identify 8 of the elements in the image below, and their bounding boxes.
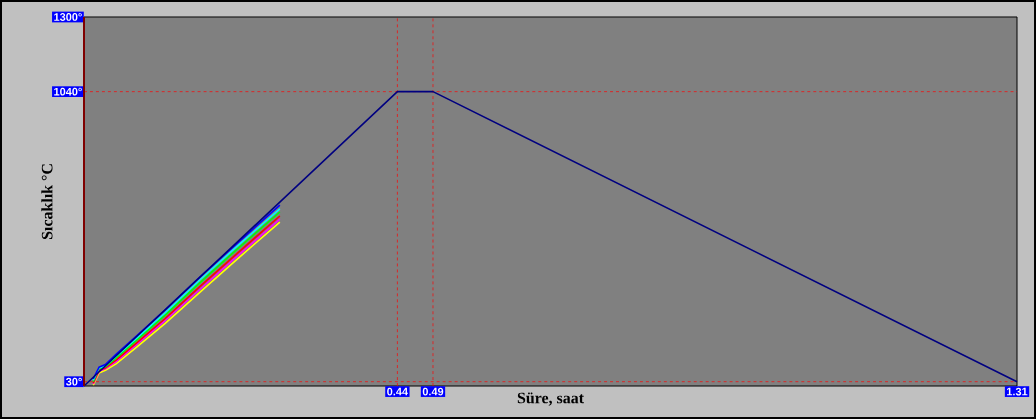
y-tick-label: 1040° [54,87,82,96]
x-tick-label: 0.44 [387,387,408,396]
y-tick-label: 1300° [54,13,82,21]
x-axis-title: Süre, saat [517,392,584,406]
x-tick-label: 1.31 [1007,387,1028,396]
y-tick-label: 30° [65,377,82,386]
y-axis-title: Sıcaklık °C [41,164,53,240]
x-tick-label: 0.49 [422,387,444,396]
